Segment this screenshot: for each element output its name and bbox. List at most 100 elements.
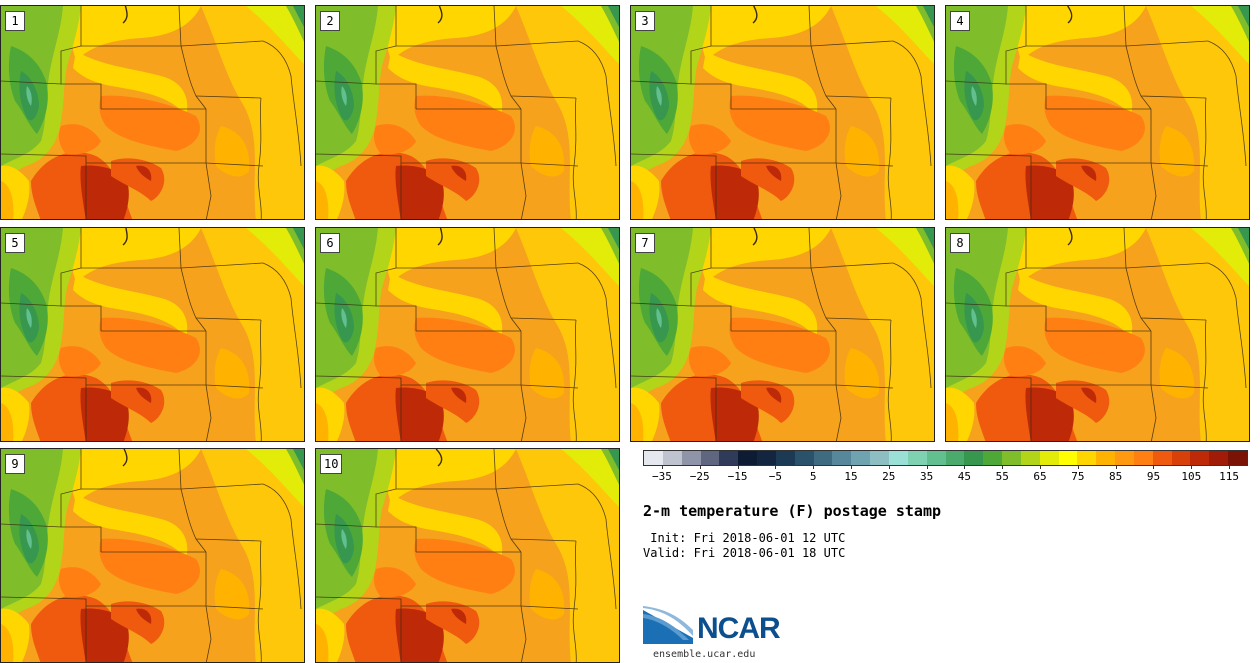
colorbar-tick-mark [737,466,739,469]
temperature-map [316,6,619,219]
colorbar-tick-label: 105 [1181,470,1202,483]
colorbar-cell [700,451,720,465]
colorbar-tick-mark [1040,466,1042,469]
colorbar-ticks: −35 −25 −15 −5 5 15 25 35 45 55 65 75 85 95 105 115 [643,466,1248,486]
colorbar-cell [1039,451,1059,465]
colorbar-tick-mark [926,466,928,469]
colorbar-cell [926,451,946,465]
colorbar-gradient [643,450,1248,466]
colorbar-tick-label: 65 [1033,470,1047,483]
temperature-map [631,6,934,219]
temperature-map [1,449,304,662]
temperature-map [316,228,619,441]
temperature-map [946,228,1249,441]
colorbar-cell [1152,451,1172,465]
colorbar-tick-mark [813,466,815,469]
colorbar-cell [851,451,871,465]
ensemble-member-panel[interactable]: 9 [0,448,305,663]
ensemble-member-panel[interactable]: 7 [630,227,935,442]
temperature-map [946,6,1249,219]
plot-title: 2-m temperature (F) postage stamp [643,502,942,520]
colorbar-cell [1190,451,1210,465]
colorbar-tick-label: 45 [957,470,972,483]
colorbar-tick-mark [1077,466,1079,469]
colorbar-cell [1115,451,1134,465]
colorbar-tick-label: 85 [1109,470,1123,483]
member-number-label: 10 [320,454,343,474]
colorbar-tick-mark [775,466,777,469]
member-number-label: 5 [5,233,25,253]
colorbar-cell [964,451,984,465]
ensemble-member-panel[interactable]: 2 [315,5,620,220]
colorbar-tick-label: 15 [844,470,858,483]
member-number-label: 7 [635,233,655,253]
colorbar-tick-label: 35 [919,470,934,483]
colorbar-cell [1171,451,1191,465]
colorbar-tick-label: −35 [651,470,672,483]
colorbar-cell [1133,451,1153,465]
colorbar-cell [888,451,908,465]
colorbar-tick-mark [850,466,852,469]
colorbar-cell [1228,451,1247,465]
member-number-label: 4 [950,11,970,31]
colorbar-tick-label: 115 [1219,470,1240,483]
member-number-label: 2 [320,11,340,31]
colorbar-cell [719,451,739,465]
ensemble-member-panel[interactable]: 5 [0,227,305,442]
colorbar-cell [1077,451,1097,465]
valid-time: Valid: Fri 2018-06-01 18 UTC [643,546,846,560]
colorbar-tick-label: 55 [995,470,1009,483]
colorbar-tick-mark [964,466,966,469]
colorbar-tick-mark [888,466,890,469]
colorbar-cell [681,451,701,465]
member-number-label: 6 [320,233,340,253]
colorbar-tick-mark [1191,466,1193,469]
colorbar-cell [757,451,776,465]
colorbar-cell [1209,451,1229,465]
temperature-map [316,449,619,662]
colorbar-tick-label: −5 [768,470,782,483]
colorbar-tick-label: 75 [1071,470,1085,483]
member-number-label: 8 [950,233,970,253]
temperature-map [1,6,304,219]
colorbar-tick-mark [1153,466,1155,469]
colorbar-cell [662,451,682,465]
member-number-label: 1 [5,11,25,31]
colorbar-cell [983,451,1003,465]
ncar-url[interactable]: ensemble.ucar.edu [653,649,756,660]
ensemble-member-panel[interactable]: 4 [945,5,1250,220]
ncar-logo[interactable] [643,606,793,648]
colorbar-cell [813,451,833,465]
colorbar-cell [775,451,795,465]
colorbar-cell [945,451,965,465]
ensemble-member-panel[interactable]: 6 [315,227,620,442]
colorbar-cell [644,451,663,465]
colorbar-tick-label: 95 [1146,470,1161,483]
temperature-map [1,228,304,441]
member-number-label: 9 [5,454,25,474]
colorbar-tick-label: 5 [809,470,817,483]
temperature-colorbar: −35 −25 −15 −5 5 15 25 35 45 55 65 75 85 95 105 115 [643,450,1248,485]
member-number-label: 3 [635,11,655,31]
colorbar-cell [870,451,889,465]
temperature-map [631,228,934,441]
colorbar-cell [1020,451,1040,465]
ncar-wordmark: NCAR [697,612,781,645]
ensemble-member-panel[interactable]: 10 [315,448,620,663]
colorbar-tick-label: 25 [882,470,896,483]
colorbar-tick-mark [1002,466,1004,469]
ensemble-member-panel[interactable]: 8 [945,227,1250,442]
colorbar-tick-label: −25 [689,470,710,483]
colorbar-cell [907,451,927,465]
colorbar-tick-mark [1115,466,1117,469]
ensemble-member-panel[interactable]: 3 [630,5,935,220]
colorbar-cell [738,451,758,465]
colorbar-tick-label: −15 [727,470,748,483]
colorbar-cell [1058,451,1078,465]
colorbar-cell [1096,451,1116,465]
colorbar-cell [1002,451,1021,465]
colorbar-cell [832,451,852,465]
colorbar-cell [794,451,814,465]
ensemble-member-panel[interactable]: 1 [0,5,305,220]
colorbar-tick-mark [1229,466,1231,469]
